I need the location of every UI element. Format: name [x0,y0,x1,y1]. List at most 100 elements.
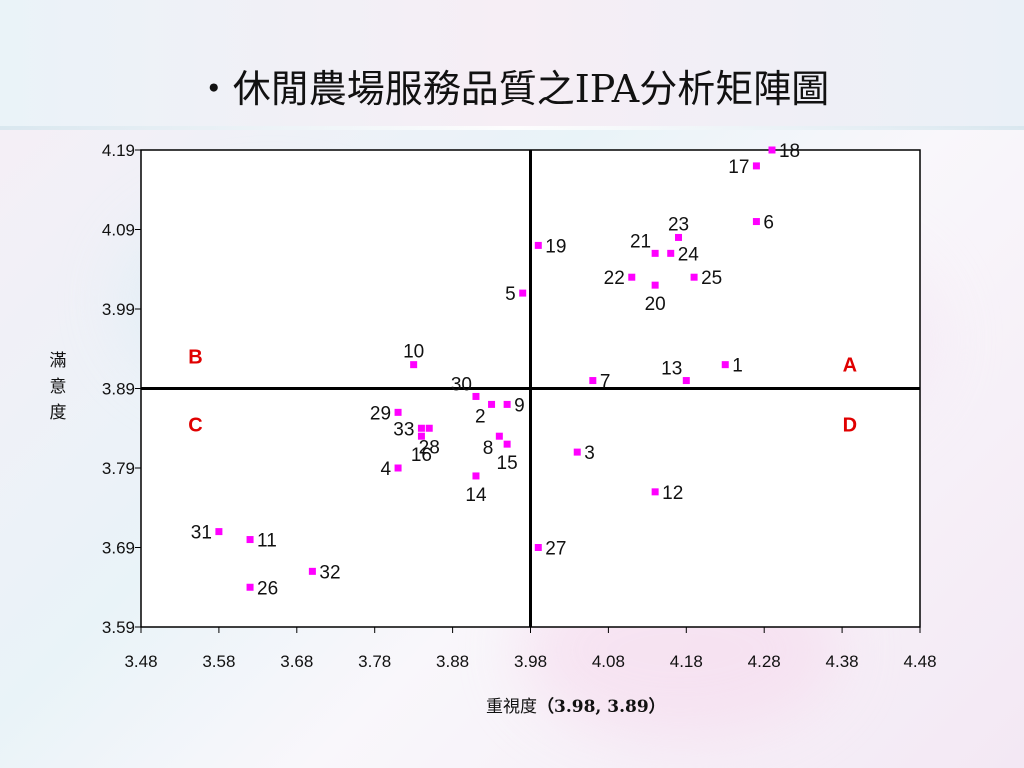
y-axis-ticks: 4.19 4.09 3.99 3.89 3.79 3.69 3.59 [102,141,141,637]
y-axis-title: 滿意度 [44,348,72,426]
quadrant-labels: A B C D [188,347,857,437]
x-tick-label: 3.78 [358,652,391,671]
y-tick-label: 4.19 [102,141,135,160]
point-label: 25 [701,268,722,289]
point-marker [519,289,527,297]
y-tick-label: 4.09 [102,221,135,240]
point-marker [410,361,418,369]
point-marker [589,377,597,385]
point-marker [667,249,675,257]
point-marker [768,146,776,154]
y-tick-label: 3.79 [102,459,135,478]
point-marker [425,424,433,432]
quadrant-label-b: B [188,347,202,369]
x-tick-label: 4.48 [903,652,936,671]
point-label: 2 [475,406,486,427]
point-label: 7 [600,372,611,393]
y-axis-title-char: 度 [49,403,67,423]
point-label: 9 [514,395,525,416]
x-tick-label: 3.68 [280,652,313,671]
point-label: 20 [645,294,666,315]
y-tick-label: 3.59 [102,618,135,637]
x-tick-label: 3.98 [514,652,547,671]
x-tick-label: 3.88 [436,652,469,671]
x-axis-label: 重視度 [486,697,537,717]
point-marker [417,432,425,440]
point-label: 3 [584,443,595,464]
y-tick-label: 3.99 [102,300,135,319]
divider-coordinates: （3.98, 3.89） [537,697,666,717]
point-marker [675,233,683,241]
point-label: 10 [403,342,424,363]
point-label: 33 [393,419,414,440]
point-label: 8 [483,438,494,459]
point-marker [472,392,480,400]
point-label: 6 [763,213,774,234]
point-marker [215,528,223,536]
point-label: 22 [604,268,625,289]
point-marker [534,544,542,551]
point-marker [651,249,659,257]
slide-title: ・休閒農場服務品質之IPA分析矩陣圖 [194,67,830,111]
point-label: 26 [257,578,278,599]
point-label: 30 [451,374,472,395]
x-axis-title: 重視度（3.98, 3.89） [486,692,666,717]
point-label: 13 [661,359,682,380]
y-axis-title-char: 意 [49,377,67,397]
point-marker [651,488,659,496]
point-label: 32 [319,562,340,583]
point-label: 27 [545,539,566,560]
point-marker [752,218,760,226]
point-label: 17 [728,157,749,178]
x-tick-label: 3.58 [202,652,235,671]
point-label: 5 [505,284,516,305]
point-label: 4 [380,459,391,480]
x-axis-ticks: 3.48 3.58 3.68 3.78 3.88 3.98 4.08 4.18 4.28 4.38… [124,627,937,671]
point-label: 23 [668,214,689,235]
x-tick-label: 4.28 [748,652,781,671]
x-tick-label: 4.08 [592,652,625,671]
point-marker [534,241,542,249]
point-marker [308,567,316,575]
point-marker [503,440,511,448]
point-label: 1 [732,356,743,377]
point-marker [628,273,636,281]
point-label: 24 [678,244,700,265]
title-band [0,0,1024,128]
point-marker [472,472,480,480]
point-marker [721,361,729,369]
title-band-divider [0,126,1024,130]
point-label: 16 [411,445,432,466]
x-tick-label: 3.48 [124,652,157,671]
x-tick-label: 4.38 [826,652,859,671]
point-label: 28 [419,437,440,458]
y-axis-title-char: 滿 [49,351,67,371]
point-label: 31 [191,523,212,544]
point-label: 12 [662,483,683,504]
quadrant-label-c: C [188,414,202,436]
point-label: 11 [257,531,277,552]
point-label: 15 [497,453,518,474]
y-tick-label: 3.69 [102,539,135,558]
quadrant-label-d: D [843,414,857,436]
x-tick-label: 4.18 [670,652,703,671]
point-marker [690,273,698,281]
point-labels: 1234567891011121314151617181920212223242… [191,141,800,599]
point-marker [394,464,402,472]
point-label: 14 [465,485,487,506]
point-marker [682,377,690,385]
point-marker [752,162,760,170]
point-marker [394,408,402,416]
y-tick-label: 3.89 [102,380,135,399]
point-marker [488,400,496,408]
point-marker [417,424,425,432]
point-label: 21 [630,231,651,252]
data-points [215,146,776,591]
point-marker [495,432,503,440]
point-marker [246,583,254,591]
quadrant-label-a: A [843,355,857,377]
quadrant-dividers [141,150,920,627]
point-label: 18 [779,141,800,162]
point-marker [503,400,511,408]
